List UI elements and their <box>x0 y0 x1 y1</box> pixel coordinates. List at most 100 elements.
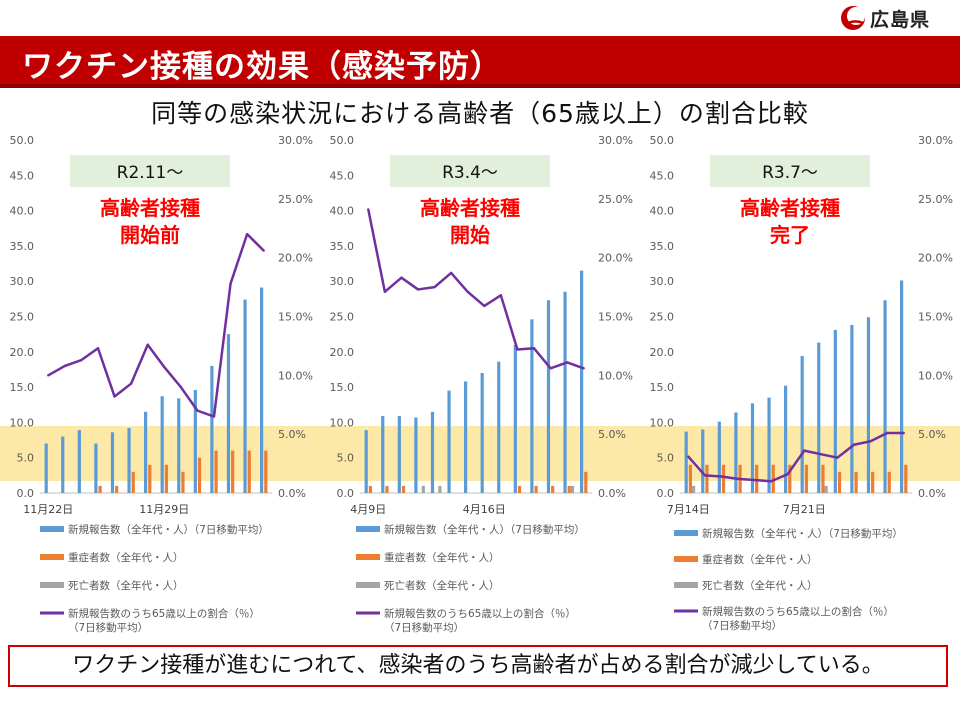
y-left-tick-label: 45.0 <box>10 169 35 182</box>
bar-deaths <box>570 485 575 493</box>
x-tick-label: 11月29日 <box>139 503 189 516</box>
point-elderly-ratio <box>565 361 569 364</box>
point-elderly-ratio <box>163 365 166 369</box>
bar-new-cases <box>61 436 65 493</box>
prefecture-logo: 広島県 <box>840 3 930 33</box>
point-elderly-ratio <box>769 480 773 483</box>
bar-new-cases <box>193 389 197 493</box>
chart-panel-vaccination-complete: 50.0 45.0 40.0 35.0 30.0 25.0 20.0 15.0 10.0 5.0 0… <box>640 125 960 635</box>
phase-annotation-line: 完了 <box>770 223 810 247</box>
legend-label: 新規報告数のうち65歳以上の割合（％） <box>68 607 260 620</box>
legend-swatch <box>40 554 64 560</box>
point-elderly-ratio <box>736 477 740 481</box>
bar-new-cases <box>94 443 98 493</box>
point-elderly-ratio <box>245 232 249 236</box>
bar-new-cases <box>480 372 484 493</box>
bar-new-cases <box>160 396 164 493</box>
point-elderly-ratio <box>869 440 872 443</box>
point-elderly-ratio <box>196 409 199 412</box>
point-elderly-ratio <box>532 347 536 350</box>
bar-severe-cases <box>247 450 251 493</box>
chart-svg: 50.0 45.0 40.0 35.0 30.0 25.0 20.0 15.0 10.0 5.0 0… <box>640 134 960 632</box>
legend-swatch <box>674 556 698 562</box>
bar-new-cases <box>77 430 81 493</box>
bar-severe-cases <box>904 464 908 493</box>
bar-new-cases <box>784 385 788 493</box>
y-left-tick-label: 10.0 <box>10 416 35 429</box>
bar-severe-cases <box>131 471 135 493</box>
bar-new-cases <box>546 300 551 493</box>
bar-new-cases <box>684 431 688 493</box>
y-left-tick-label: 30.0 <box>330 275 355 288</box>
legend-swatch <box>40 582 64 588</box>
phase-annotation-line: 開始 <box>450 223 490 247</box>
bar-severe-cases <box>551 485 555 493</box>
bar-severe-cases <box>771 464 775 493</box>
y-left-tick-label: 50.0 <box>330 134 355 147</box>
chart-panel-before-vaccination: 50.0 45.0 40.0 35.0 30.0 25.0 20.0 15.0 10.0 5.0 0… <box>0 125 320 635</box>
y-left-tick-label: 35.0 <box>650 240 675 253</box>
y-right-tick-label: 25.0% <box>918 193 953 206</box>
y-right-tick-label: 0.0% <box>598 487 626 500</box>
y-left-tick-label: 10.0 <box>330 416 355 429</box>
legend-label: 重症者数（全年代・人） <box>68 551 184 564</box>
logo-text: 広島県 <box>870 8 931 31</box>
point-elderly-ratio <box>367 208 370 211</box>
point-elderly-ratio <box>129 382 133 385</box>
point-elderly-ratio <box>179 385 183 389</box>
point-elderly-ratio <box>836 456 839 459</box>
legend-label-line2: （7日移動平均） <box>384 621 464 634</box>
bar-severe-cases <box>887 471 891 493</box>
bar-new-cases <box>767 397 771 493</box>
bar-severe-cases <box>368 485 372 493</box>
bar-new-cases <box>177 398 181 493</box>
y-right-tick-label: 0.0% <box>278 487 306 500</box>
y-left-tick-label: 5.0 <box>657 452 675 465</box>
y-right-tick-label: 30.0% <box>918 134 953 147</box>
y-left-tick-label: 0.0 <box>17 487 35 500</box>
bar-new-cases <box>701 429 705 493</box>
highlight-band <box>320 425 640 481</box>
title-bar: ワクチン接種の効果（感染予防） <box>0 36 960 88</box>
bar-new-cases <box>850 324 854 493</box>
point-elderly-ratio <box>433 285 436 289</box>
y-left-tick-label: 20.0 <box>330 346 355 359</box>
x-tick-label: 4月9日 <box>350 503 386 516</box>
point-elderly-ratio <box>483 304 486 308</box>
bar-new-cases <box>497 361 501 493</box>
y-right-tick-label: 5.0% <box>278 428 306 441</box>
point-elderly-ratio <box>229 282 232 285</box>
legend-label: 重症者数（全年代・人） <box>384 551 500 564</box>
bar-severe-cases <box>721 464 726 493</box>
conclusion-text: ワクチン接種が進むにつれて、感染者のうち高齢者が占める割合が減少している。 <box>72 653 884 678</box>
bar-severe-cases <box>534 485 538 493</box>
bar-new-cases <box>900 280 904 493</box>
bar-new-cases <box>833 329 837 493</box>
point-elderly-ratio <box>582 367 585 370</box>
bar-new-cases <box>800 356 804 493</box>
bar-new-cases <box>243 299 247 493</box>
legend-label: 死亡者数（全年代・人） <box>68 579 184 592</box>
bar-severe-cases <box>688 464 692 493</box>
legend-label: 新規報告数（全年代・人）（7日移動平均） <box>702 527 903 540</box>
conclusion-box: ワクチン接種が進むにつれて、感染者のうち高齢者が占める割合が減少している。 <box>8 645 948 687</box>
bar-new-cases <box>447 390 451 493</box>
bar-severe-cases <box>197 457 202 493</box>
bar-severe-cases <box>181 471 185 493</box>
y-right-tick-label: 30.0% <box>598 134 633 147</box>
y-left-tick-label: 30.0 <box>650 275 675 288</box>
y-left-tick-label: 40.0 <box>10 205 35 218</box>
bar-new-cases <box>817 342 821 493</box>
bar-severe-cases <box>788 464 792 493</box>
point-elderly-ratio <box>803 449 806 452</box>
y-right-tick-label: 20.0% <box>278 252 313 265</box>
y-left-tick-label: 45.0 <box>650 169 675 182</box>
x-tick-label: 4月16日 <box>463 503 506 516</box>
legend-label: 新規報告数（全年代・人）（7日移動平均） <box>68 523 269 536</box>
bar-severe-cases <box>837 471 842 493</box>
period-label: R3.4～ <box>442 163 498 183</box>
line-elderly-ratio <box>367 209 585 370</box>
y-left-tick-label: 40.0 <box>330 205 355 218</box>
bar-new-cases <box>464 381 468 493</box>
bar-severe-cases <box>98 485 102 493</box>
